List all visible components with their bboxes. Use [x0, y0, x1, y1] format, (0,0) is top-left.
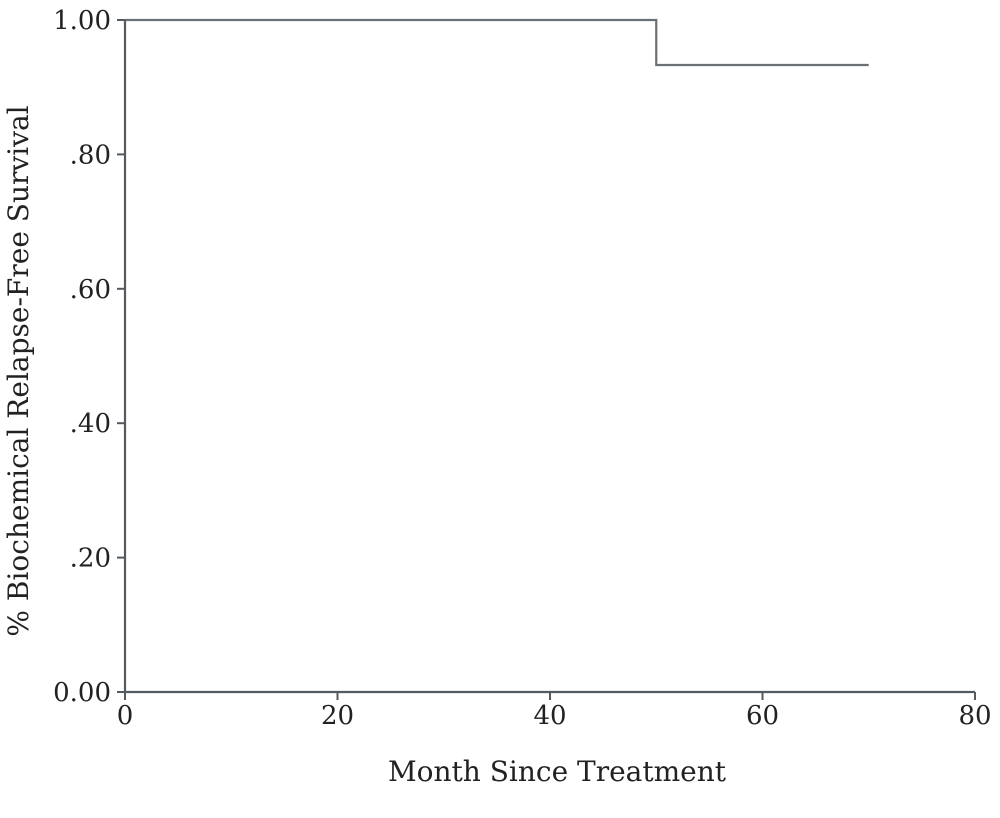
y-tick-label: .20 [70, 544, 111, 574]
y-tick-label: 0.00 [53, 678, 111, 708]
survival-step-line [125, 18, 869, 67]
x-tick-label: 80 [958, 701, 991, 731]
y-tick-label: .80 [70, 140, 111, 170]
x-tick-label: 20 [321, 701, 354, 731]
x-tick-label: 60 [746, 701, 779, 731]
y-axis: 0.00 .20 .40 .60 .80 1.00 [53, 6, 127, 708]
x-tick-label: 40 [533, 701, 566, 731]
y-axis-title: % Biochemical Relapse-Free Survival [2, 105, 35, 636]
x-axis-title: Month Since Treatment [388, 755, 727, 788]
y-tick-label: .40 [70, 409, 111, 439]
series-group [125, 18, 869, 67]
y-tick-label: 1.00 [53, 6, 111, 36]
y-tick-label: .60 [70, 275, 111, 305]
x-tick-label: 0 [117, 701, 134, 731]
x-axis: 0 20 40 60 80 [117, 690, 992, 731]
